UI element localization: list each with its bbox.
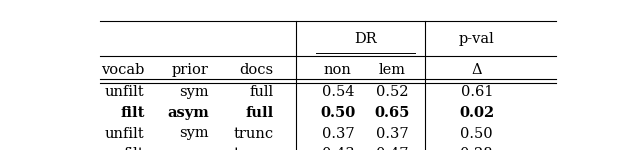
Text: 0.65: 0.65 xyxy=(375,106,410,120)
Text: sym: sym xyxy=(179,85,209,99)
Text: 0.37: 0.37 xyxy=(322,126,354,141)
Text: asym: asym xyxy=(171,147,209,150)
Text: trunc: trunc xyxy=(234,126,273,141)
Text: 0.37: 0.37 xyxy=(376,126,409,141)
Text: 0.50: 0.50 xyxy=(461,126,493,141)
Text: asym: asym xyxy=(167,106,209,120)
Text: filt: filt xyxy=(124,147,145,150)
Text: 0.47: 0.47 xyxy=(376,147,409,150)
Text: trunc: trunc xyxy=(234,147,273,150)
Text: 0.61: 0.61 xyxy=(461,85,493,99)
Text: docs: docs xyxy=(239,63,273,77)
Text: filt: filt xyxy=(120,106,145,120)
Text: full: full xyxy=(245,106,273,120)
Text: p-val: p-val xyxy=(459,32,495,46)
Text: DR: DR xyxy=(354,32,376,46)
Text: non: non xyxy=(324,63,352,77)
Text: vocab: vocab xyxy=(101,63,145,77)
Text: full: full xyxy=(250,85,273,99)
Text: 0.54: 0.54 xyxy=(322,85,354,99)
Text: lem: lem xyxy=(379,63,406,77)
Text: 0.43: 0.43 xyxy=(322,147,354,150)
Text: sym: sym xyxy=(179,126,209,141)
Text: prior: prior xyxy=(172,63,209,77)
Text: 0.02: 0.02 xyxy=(459,106,495,120)
Text: 0.28: 0.28 xyxy=(461,147,493,150)
Text: Δ: Δ xyxy=(472,63,482,77)
Text: unfilt: unfilt xyxy=(105,85,145,99)
Text: unfilt: unfilt xyxy=(105,126,145,141)
Text: 0.50: 0.50 xyxy=(320,106,356,120)
Text: 0.52: 0.52 xyxy=(376,85,409,99)
